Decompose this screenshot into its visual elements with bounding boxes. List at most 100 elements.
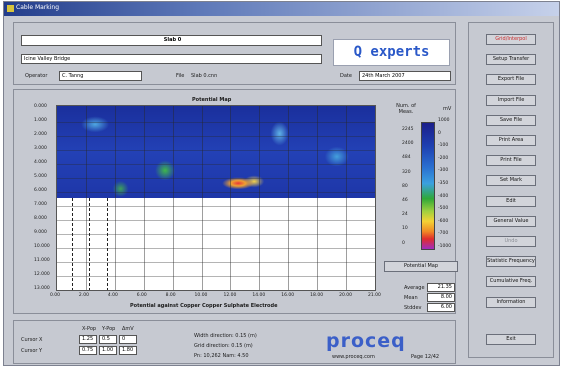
grid-line-horizontal	[57, 234, 375, 235]
window-title: Cable Marking	[16, 4, 60, 11]
setup-transfer-button[interactable]: Setup Transfer	[486, 54, 536, 66]
legend-mv-label: -400	[438, 193, 449, 199]
marker-line	[107, 198, 108, 290]
legend-mv-label: -100	[438, 143, 449, 149]
legend-count-label: 484	[402, 155, 411, 161]
column-header: ΔmV	[122, 326, 134, 332]
file-label: File	[176, 73, 185, 79]
grid-line-horizontal	[57, 248, 375, 249]
information-button[interactable]: Information	[486, 296, 536, 308]
grid-line-vertical	[230, 106, 232, 290]
print-area-button[interactable]: Print Area	[486, 135, 536, 146]
grid-interpol-button[interactable]: Grid/Interpol	[486, 34, 536, 45]
grid-line-vertical	[288, 106, 290, 290]
exit-button[interactable]: Exit	[486, 334, 536, 345]
import-file-button[interactable]: Import File	[486, 94, 536, 106]
date-label: Date	[340, 73, 352, 79]
cursor-value-field[interactable]: 1.25	[79, 335, 97, 344]
legend-mv-label: -300	[438, 168, 449, 174]
set-mark-button[interactable]: Set Mark	[486, 175, 536, 187]
statistic-frequency-button[interactable]: Statistic Frequency	[486, 256, 536, 268]
heatmap-region	[57, 106, 375, 198]
edit-button[interactable]: Edit	[486, 195, 536, 207]
cursor-value-field[interactable]: 0.75	[79, 346, 97, 355]
y-tick-label: 13.000	[34, 286, 50, 291]
grid-line-horizontal	[57, 178, 375, 179]
grid-line-vertical	[346, 106, 348, 290]
x-tick-label: 4.00	[107, 293, 118, 298]
button-list: Grid/Interpol Setup Transfer Export File Im…	[486, 34, 536, 334]
title-bar: Cable Marking	[4, 2, 559, 16]
legend-mv-label: -500	[438, 206, 449, 212]
cursor-value-field[interactable]: 1.80	[119, 346, 137, 355]
legend-count-label: 0	[402, 240, 405, 246]
color-scale-bar	[421, 122, 435, 250]
column-header: Y-Pop	[102, 326, 116, 332]
x-tick-label: 21.00	[368, 293, 381, 298]
grid-line-horizontal	[57, 276, 375, 277]
button-panel: Grid/Interpol Setup Transfer Export File Im…	[468, 22, 554, 358]
legend-mv-label: -350	[438, 181, 449, 186]
y-tick-label: 6.000	[34, 188, 47, 193]
legend-header-left: Num. of Meas.	[396, 103, 416, 115]
grid-line-vertical	[172, 106, 174, 290]
grid-line-vertical	[114, 106, 116, 290]
grid-line-vertical	[317, 106, 319, 290]
operator-field[interactable]: C. Tanng	[59, 71, 142, 81]
cursor-value-field[interactable]: 0	[119, 335, 137, 344]
y-tick-label: 5.000	[34, 174, 47, 179]
cursor-value-field[interactable]: 1.00	[99, 346, 117, 355]
y-tick-label: 10.000	[34, 244, 50, 249]
application-window: Cable Marking Slab 0 Icine Valley Bridge…	[3, 1, 560, 366]
legend-count-label: 46	[402, 198, 408, 203]
y-tick-label: 2.000	[34, 132, 47, 137]
stat-value-field: 6.00	[427, 303, 455, 312]
x-tick-label: 0.00	[50, 293, 61, 298]
potential-map-plot[interactable]	[56, 105, 376, 291]
grid-line-horizontal	[57, 192, 375, 193]
grid-line-vertical	[85, 106, 87, 290]
y-tick-label: 7.000	[34, 202, 47, 207]
general-value-button[interactable]: General Value	[486, 215, 536, 227]
cursor-value-field[interactable]: 0.5	[99, 335, 117, 344]
column-header: X-Pop	[82, 326, 97, 332]
date-field[interactable]: 24th March 2007	[359, 71, 451, 81]
grid-line-vertical	[143, 106, 145, 290]
info-line: Width direction: 0.15 (m)	[194, 333, 257, 339]
legend-count-label: 2245	[402, 127, 414, 132]
x-tick-label: 2.00	[78, 293, 89, 298]
print-file-button[interactable]: Print File	[486, 155, 536, 167]
website-link[interactable]: www.proceq.com	[332, 354, 375, 360]
legend-mv-label: 1000	[438, 118, 450, 123]
y-tick-label: 11.000	[34, 258, 50, 263]
cumulative-freq-button[interactable]: Cumulative Freq.	[486, 276, 536, 288]
x-tick-label: 14.00	[252, 293, 266, 298]
export-file-button[interactable]: Export File	[486, 74, 536, 86]
x-tick-label: 16.00	[281, 293, 295, 298]
save-file-button[interactable]: Save File	[486, 114, 536, 126]
grid-line-horizontal	[57, 136, 375, 137]
potential-map-button[interactable]: Potential Map	[384, 261, 458, 272]
y-tick-label: 0.000	[34, 104, 47, 109]
x-tick-label: 20.00	[339, 293, 352, 298]
grid-line-horizontal	[57, 290, 375, 291]
grid-line-horizontal	[57, 164, 375, 165]
grid-line-horizontal	[57, 220, 375, 221]
legend-header-right: mV	[443, 106, 452, 112]
row-label: Cursor Y	[21, 348, 43, 354]
row-label: Cursor X	[21, 337, 43, 343]
legend-mv-label: -700	[438, 231, 449, 237]
proceq-logo: proceq	[326, 330, 406, 352]
y-tick-label: 9.000	[34, 230, 47, 235]
legend-count-label: 24	[402, 212, 408, 218]
description-field[interactable]: Icine Valley Bridge	[21, 54, 322, 64]
x-tick-label: 8.00	[165, 293, 176, 298]
legend-mv-label: -1000	[438, 244, 452, 249]
page-indicator: Page 12/42	[411, 354, 440, 360]
file-value-field[interactable]: Slab 0	[21, 35, 322, 46]
legend-mv-label: -600	[438, 218, 449, 224]
undo-button[interactable]: Undo	[486, 236, 536, 247]
grid-line-horizontal	[57, 122, 375, 123]
stat-value-field: 21.35	[427, 283, 455, 292]
x-tick-label: 12.00	[223, 293, 237, 298]
